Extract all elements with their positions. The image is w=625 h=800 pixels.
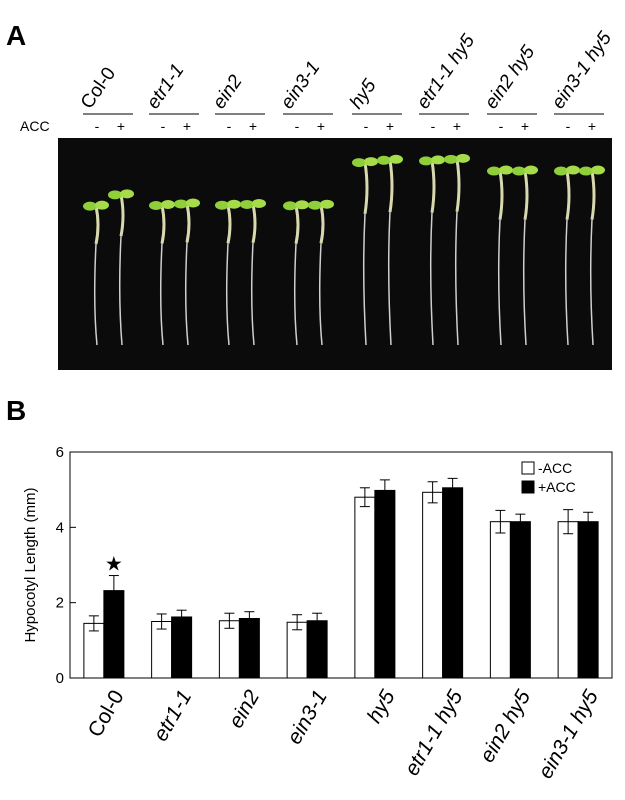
panel-a-figure: Col-0- +etr1-1- +ein2- +ein3-1- +hy5- +etr1-1… bbox=[20, 28, 616, 370]
seedling bbox=[419, 155, 445, 346]
legend-swatch bbox=[521, 480, 535, 494]
category-label: ein3-1 hy5 bbox=[534, 686, 603, 783]
panel-b-letter: B bbox=[6, 395, 27, 426]
seedling bbox=[215, 199, 241, 346]
seedling bbox=[579, 165, 605, 346]
minus-acc-mark: - bbox=[499, 118, 504, 134]
seedling bbox=[487, 165, 513, 346]
minus-acc-mark: - bbox=[95, 118, 100, 134]
plus-acc-mark: + bbox=[249, 118, 257, 134]
plus-acc-mark: + bbox=[588, 118, 596, 134]
seedling bbox=[149, 200, 175, 346]
plus-acc-mark: + bbox=[453, 118, 461, 134]
seedling-photo bbox=[58, 138, 612, 370]
category-label: etr1-1 hy5 bbox=[400, 686, 467, 780]
genotype-label: ein3-1 bbox=[277, 58, 325, 113]
legend-swatch bbox=[521, 461, 535, 475]
seedling bbox=[283, 200, 309, 346]
category-label: hy5 bbox=[363, 686, 400, 727]
genotype-label: etr1-1 bbox=[143, 60, 189, 113]
bar bbox=[442, 487, 464, 679]
category-label: ein2 bbox=[224, 686, 264, 732]
bar bbox=[422, 491, 444, 679]
minus-acc-mark: - bbox=[566, 118, 571, 134]
genotype-label: Col-0 bbox=[77, 64, 120, 113]
bar bbox=[218, 620, 240, 679]
acc-row-label: ACC bbox=[20, 118, 50, 134]
seedling bbox=[444, 153, 470, 346]
category-label: ein2 hy5 bbox=[476, 686, 536, 767]
y-tick-label: 6 bbox=[56, 444, 64, 461]
category-label: Col-0 bbox=[84, 686, 129, 741]
legend-label: -ACC bbox=[538, 460, 572, 476]
seedling bbox=[108, 189, 134, 346]
plus-acc-mark: + bbox=[183, 118, 191, 134]
bar bbox=[509, 521, 531, 679]
category-label: etr1-1 bbox=[149, 686, 196, 745]
plus-acc-mark: + bbox=[521, 118, 529, 134]
panel-a-letter: A bbox=[6, 20, 27, 51]
significance-star: ★ bbox=[105, 552, 123, 576]
bar bbox=[557, 521, 579, 679]
bar bbox=[286, 621, 308, 679]
minus-acc-mark: - bbox=[431, 118, 436, 134]
genotype-label: etr1-1 hy5 bbox=[413, 30, 480, 112]
seedling bbox=[352, 157, 378, 346]
plus-acc-mark: + bbox=[117, 118, 125, 134]
seedling bbox=[83, 200, 109, 346]
category-label: ein3-1 bbox=[283, 686, 332, 748]
plot-frame bbox=[69, 451, 613, 679]
genotype-label: hy5 bbox=[346, 75, 381, 112]
seedling bbox=[512, 165, 538, 346]
y-axis-label: Hypocotyl Length (mm) bbox=[22, 487, 39, 642]
seedling bbox=[377, 154, 403, 346]
genotype-label: ein2 bbox=[209, 71, 247, 113]
minus-acc-mark: - bbox=[364, 118, 369, 134]
plus-acc-mark: + bbox=[317, 118, 325, 134]
plus-acc-mark: + bbox=[386, 118, 394, 134]
seedling bbox=[554, 165, 580, 346]
minus-acc-mark: - bbox=[161, 118, 166, 134]
bar bbox=[306, 620, 328, 679]
genotype-label: ein2 hy5 bbox=[481, 42, 540, 113]
seedling bbox=[308, 199, 334, 346]
bar bbox=[489, 521, 511, 679]
bar bbox=[151, 621, 173, 679]
bar bbox=[83, 622, 105, 679]
bar bbox=[238, 617, 260, 679]
legend-label: +ACC bbox=[538, 479, 576, 495]
y-tick-label: 4 bbox=[56, 519, 64, 536]
seedling bbox=[174, 198, 200, 346]
bar bbox=[577, 521, 599, 679]
bar bbox=[171, 616, 193, 679]
hypocotyl-bar-chart: 0 2 4 6 Hypocotyl Length (mm) Col-0 etr1-1 ein2… bbox=[22, 444, 613, 783]
bar bbox=[374, 489, 396, 679]
genotype-label: ein3-1 hy5 bbox=[548, 28, 616, 113]
minus-acc-mark: - bbox=[295, 118, 300, 134]
y-tick-label: 2 bbox=[56, 595, 64, 612]
seedling bbox=[240, 198, 266, 346]
y-tick-label: 0 bbox=[56, 670, 64, 687]
bar bbox=[354, 496, 376, 679]
minus-acc-mark: - bbox=[227, 118, 232, 134]
